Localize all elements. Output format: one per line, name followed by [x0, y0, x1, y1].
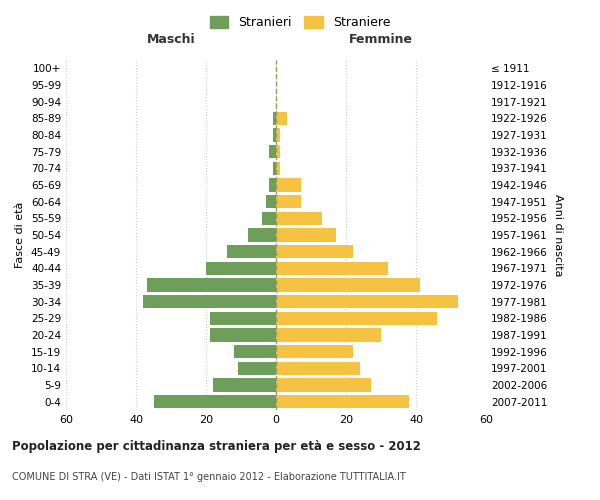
Text: COMUNE DI STRA (VE) - Dati ISTAT 1° gennaio 2012 - Elaborazione TUTTITALIA.IT: COMUNE DI STRA (VE) - Dati ISTAT 1° genn…	[12, 472, 406, 482]
Bar	[276, 345, 353, 358]
Bar	[143, 295, 276, 308]
Bar	[248, 228, 276, 241]
Text: Maschi: Maschi	[146, 33, 196, 46]
Bar	[209, 328, 276, 342]
Bar	[265, 195, 276, 208]
Y-axis label: Fasce di età: Fasce di età	[16, 202, 25, 268]
Bar	[276, 112, 287, 125]
Bar	[276, 395, 409, 408]
Bar	[269, 178, 276, 192]
Bar	[276, 362, 360, 375]
Bar	[262, 212, 276, 225]
Bar	[213, 378, 276, 392]
Bar	[154, 395, 276, 408]
Bar	[276, 312, 437, 325]
Bar	[276, 178, 301, 192]
Bar	[272, 162, 276, 175]
Y-axis label: Anni di nascita: Anni di nascita	[553, 194, 563, 276]
Bar	[272, 112, 276, 125]
Bar	[276, 295, 458, 308]
Bar	[269, 145, 276, 158]
Legend: Stranieri, Straniere: Stranieri, Straniere	[205, 11, 395, 34]
Bar	[146, 278, 276, 291]
Bar	[238, 362, 276, 375]
Bar	[276, 278, 419, 291]
Bar	[276, 212, 322, 225]
Bar	[206, 262, 276, 275]
Bar	[276, 245, 353, 258]
Bar	[209, 312, 276, 325]
Bar	[272, 128, 276, 141]
Text: Popolazione per cittadinanza straniera per età e sesso - 2012: Popolazione per cittadinanza straniera p…	[12, 440, 421, 453]
Bar	[276, 162, 280, 175]
Bar	[276, 195, 301, 208]
Bar	[276, 128, 280, 141]
Bar	[276, 228, 335, 241]
Text: Femmine: Femmine	[349, 33, 413, 46]
Bar	[276, 262, 388, 275]
Bar	[227, 245, 276, 258]
Bar	[276, 145, 280, 158]
Bar	[276, 328, 381, 342]
Bar	[276, 378, 371, 392]
Bar	[234, 345, 276, 358]
